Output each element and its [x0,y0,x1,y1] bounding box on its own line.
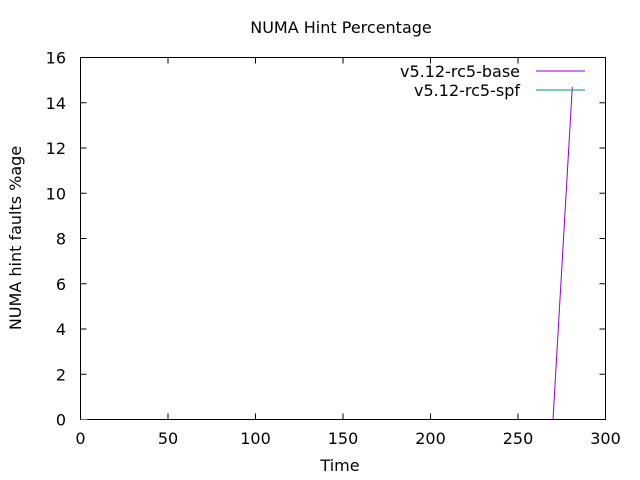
y-tick-label: 14 [46,94,66,113]
x-tick-label: 300 [590,429,621,448]
y-axis-label: NUMA hint faults %age [6,146,25,330]
x-tick-label: 250 [503,429,534,448]
y-tick-label: 16 [46,49,66,68]
x-tick-label: 50 [158,429,178,448]
series-line-0 [552,86,573,420]
y-tick-label: 6 [56,275,66,294]
x-axis-label: Time [319,456,359,475]
x-tick-label: 100 [240,429,271,448]
y-tick-label: 2 [56,365,66,384]
legend-label: v5.12-rc5-spf [414,81,520,100]
x-tick-label: 150 [328,429,359,448]
x-tick-label: 200 [415,429,446,448]
y-tick-label: 4 [56,320,66,339]
chart-title: NUMA Hint Percentage [250,18,432,37]
y-tick-label: 12 [46,139,66,158]
plot-frame [80,57,606,420]
y-tick-label: 10 [46,184,66,203]
y-tick-label: 0 [56,411,66,430]
y-tick-label: 8 [56,230,66,249]
legend-label: v5.12-rc5-base [400,62,520,81]
x-tick-label: 0 [75,429,85,448]
